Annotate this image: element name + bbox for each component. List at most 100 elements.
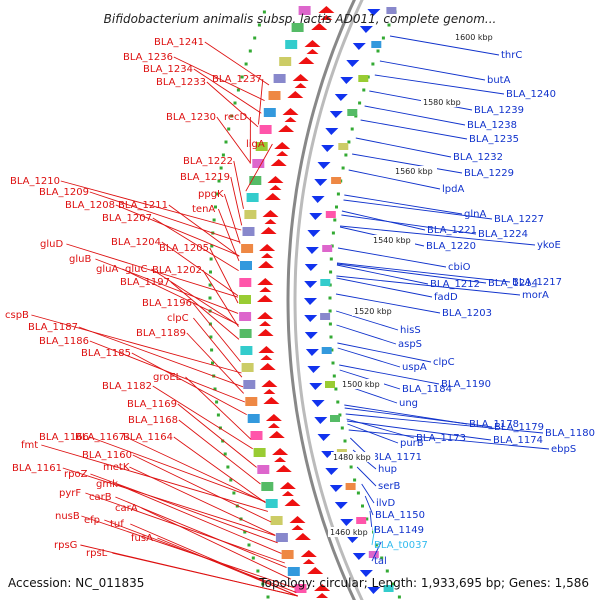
gene-label-bla-1234[interactable]: BLA_1234 — [143, 64, 193, 75]
gene-label-glna[interactable]: glnA — [464, 209, 486, 220]
gene-label-bla-1208[interactable]: BLA_1208 — [65, 200, 115, 211]
gene-label-fmt[interactable]: fmt — [21, 440, 38, 451]
gene-label-bla-1184[interactable]: BLA_1184 — [402, 384, 452, 395]
gene-label-carb[interactable]: carB — [89, 492, 112, 503]
gene-label-glua[interactable]: gluA — [96, 264, 118, 275]
gene-label-rpsl[interactable]: rpsL — [86, 548, 108, 559]
gene-label-rpsg[interactable]: rpsG — [54, 540, 77, 551]
gene-label-bla-1232[interactable]: BLA_1232 — [453, 152, 503, 163]
gene-label-glub[interactable]: gluB — [69, 254, 91, 265]
gene-label-bla-1240[interactable]: BLA_1240 — [506, 89, 556, 100]
gene-label-bla-1149[interactable]: BLA_1149 — [374, 525, 424, 536]
gene-label-bla-1211[interactable]: BLA_1211 — [118, 200, 168, 211]
gene-label-hup[interactable]: hup — [378, 464, 397, 475]
gene-label-bla-1178[interactable]: BLA_1178 — [469, 419, 519, 430]
gene-label-bla-1224[interactable]: BLA_1224 — [478, 229, 528, 240]
gene-label-bla-1174[interactable]: BLA_1174 — [493, 435, 543, 446]
gene-label-thrc[interactable]: thrC — [501, 50, 522, 61]
gene-label-pyrf[interactable]: pyrF — [59, 488, 81, 499]
gene-label-gmk[interactable]: gmk — [96, 479, 118, 490]
gene-label-bla-1212[interactable]: BLA_1212 — [430, 279, 480, 290]
gene-label-bla-1180[interactable]: BLA_1180 — [545, 428, 595, 439]
gene-label-tal[interactable]: tal — [374, 556, 387, 567]
gene-label-bla-1222[interactable]: BLA_1222 — [183, 156, 233, 167]
gene-label-mora[interactable]: morA — [522, 290, 549, 301]
gene-label-bla-1203[interactable]: BLA_1203 — [442, 308, 492, 319]
gene-label-bla-1227[interactable]: BLA_1227 — [494, 214, 544, 225]
gene-label-bla-1150[interactable]: BLA_1150 — [375, 510, 425, 521]
gene-label-fadd[interactable]: fadD — [434, 292, 458, 303]
gene-label-bla-1197[interactable]: BLA_1197 — [120, 277, 170, 288]
gene-label-bla-1179[interactable]: BLA_1179 — [494, 422, 544, 433]
gene-label-cara[interactable]: carA — [115, 503, 138, 514]
gene-label-uspa[interactable]: uspA — [402, 362, 427, 373]
gene-label-bla-t0037[interactable]: BLA_t0037 — [374, 540, 428, 551]
gene-label-bla-1236[interactable]: BLA_1236 — [123, 52, 173, 63]
gene-label-bla-1237[interactable]: BLA_1237 — [212, 74, 262, 85]
gene-label-bla-1173[interactable]: BLA_1173 — [416, 433, 466, 444]
gene-label-tuf[interactable]: tuf — [110, 519, 124, 530]
gene-label-clpc[interactable]: clpC — [167, 313, 189, 324]
gene-label-cspb[interactable]: cspB — [5, 310, 29, 321]
gene-label-bla-1207[interactable]: BLA_1207 — [102, 213, 152, 224]
gene-label-bla-1166[interactable]: BLA_1166 — [39, 432, 89, 443]
gene-label-bla-1219[interactable]: BLA_1219 — [180, 172, 230, 183]
gene-label-ebps[interactable]: ebpS — [551, 444, 576, 455]
gene-label-bla-1167[interactable]: BLA_1167 — [75, 432, 125, 443]
gene-label-bla-1171[interactable]: BLA_1171 — [372, 452, 422, 463]
gene-label-bla-1210[interactable]: BLA_1210 — [10, 176, 60, 187]
gene-label-bla-1235[interactable]: BLA_1235 — [469, 134, 519, 145]
gene-label-ung[interactable]: ung — [399, 398, 418, 409]
gene-label-liga[interactable]: ligA — [246, 139, 265, 150]
gene-label-ykoe[interactable]: ykoE — [537, 240, 561, 251]
gene-label-efp[interactable]: efp — [84, 515, 100, 526]
gene-label-fusa[interactable]: fusA — [131, 533, 153, 544]
gene-label-ppgk[interactable]: ppgK — [198, 189, 224, 200]
gene-label-bla-1204[interactable]: BLA_1204 — [111, 237, 161, 248]
gene-label-bla-1205[interactable]: BLA_1205 — [159, 243, 209, 254]
gene-label-gluc[interactable]: gluC — [125, 264, 147, 275]
gene-label-buta[interactable]: butA — [487, 75, 511, 86]
reverse-gene-arrow — [311, 196, 325, 203]
gene-label-bla-1241[interactable]: BLA_1241 — [154, 37, 204, 48]
gene-label-bla-1189[interactable]: BLA_1189 — [136, 328, 186, 339]
gene-label-bla-1185[interactable]: BLA_1185 — [81, 348, 131, 359]
gene-label-bla-1182[interactable]: BLA_1182 — [102, 381, 152, 392]
gene-label-bla-1230[interactable]: BLA_1230 — [166, 112, 216, 123]
gene-label-groel[interactable]: groEL — [153, 372, 182, 383]
gene-label-bla-1161[interactable]: BLA_1161 — [12, 463, 62, 474]
gene-label-lpda[interactable]: lpdA — [442, 184, 464, 195]
gene-label-serb[interactable]: serB — [378, 481, 400, 492]
gene-label-bla-1168[interactable]: BLA_1168 — [128, 415, 178, 426]
gene-label-glud[interactable]: gluD — [40, 239, 63, 250]
gene-label-bla-1229[interactable]: BLA_1229 — [464, 168, 514, 179]
gene-label-bla-1160[interactable]: BLA_1160 — [82, 450, 132, 461]
gene-label-bla-1217[interactable]: BLA_1217 — [512, 277, 562, 288]
gene-label-recd[interactable]: recD — [224, 112, 248, 123]
gene-label-clpc[interactable]: clpC — [433, 357, 455, 368]
gene-label-bla-1220[interactable]: BLA_1220 — [426, 241, 476, 252]
cog-category-box — [356, 517, 367, 524]
gene-label-cbio[interactable]: cbiO — [448, 262, 471, 273]
gene-label-bla-1233[interactable]: BLA_1233 — [156, 77, 206, 88]
gene-label-bla-1209[interactable]: BLA_1209 — [39, 187, 89, 198]
gene-label-bla-1221[interactable]: BLA_1221 — [427, 225, 477, 236]
gene-label-tena[interactable]: tenA — [192, 204, 215, 215]
gene-label-bla-1202[interactable]: BLA_1202 — [152, 265, 202, 276]
gene-label-bla-1238[interactable]: BLA_1238 — [467, 120, 517, 131]
gene-label-bla-1187[interactable]: BLA_1187 — [28, 322, 78, 333]
gene-label-bla-1239[interactable]: BLA_1239 — [474, 105, 524, 116]
gene-label-ilvd[interactable]: ilvD — [376, 498, 395, 509]
gene-label-bla-1169[interactable]: BLA_1169 — [127, 399, 177, 410]
gene-label-metk[interactable]: metK — [103, 462, 130, 473]
gene-label-bla-1214[interactable]: BLA_1214 — [488, 278, 538, 289]
gene-label-purb[interactable]: purB — [400, 438, 424, 449]
gene-label-hiss[interactable]: hisS — [400, 325, 421, 336]
gene-label-bla-1164[interactable]: BLA_1164 — [123, 432, 173, 443]
gene-label-bla-1186[interactable]: BLA_1186 — [39, 336, 89, 347]
gene-label-nusb[interactable]: nusB — [55, 511, 80, 522]
gene-label-bla-1196[interactable]: BLA_1196 — [142, 298, 192, 309]
gene-label-asps[interactable]: aspS — [398, 339, 422, 350]
gene-label-bla-1190[interactable]: BLA_1190 — [441, 379, 491, 390]
gene-label-rpoz[interactable]: rpoZ — [64, 469, 88, 480]
